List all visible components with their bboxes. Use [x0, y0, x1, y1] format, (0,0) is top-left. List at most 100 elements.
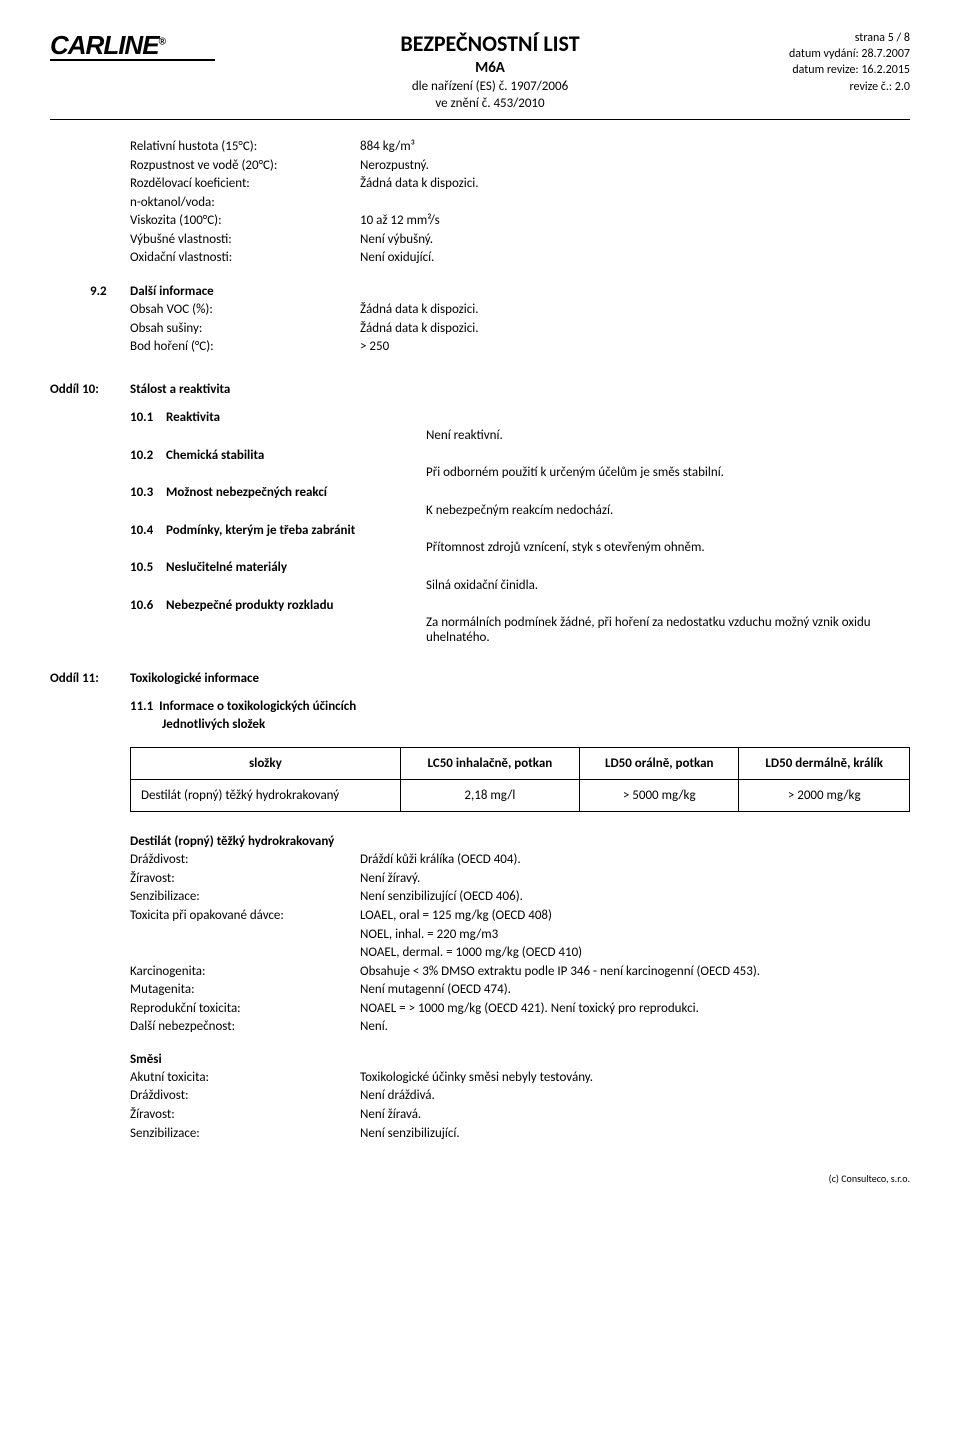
item-body: Při odborném použití k určeným účelům je…: [426, 465, 910, 480]
kv-key: n-oktanol/voda:: [130, 194, 360, 212]
logo-reg: ®: [159, 36, 165, 47]
item-title: Neslučitelné materiály: [166, 559, 287, 577]
item-body: Není reaktivní.: [426, 428, 910, 443]
oddil10-item-heading: 10.2Chemická stabilita: [130, 447, 910, 465]
oddil11-sub: 11.1 Informace o toxikologických účincíc…: [130, 698, 910, 716]
kv-key: Dráždivost:: [130, 1087, 360, 1105]
kv-value: Není senzibilizující (OECD 406).: [360, 888, 910, 906]
kv-key: Obsah sušiny:: [130, 320, 360, 338]
kv-row: NOAEL, dermal. = 1000 mg/kg (OECD 410): [130, 944, 910, 962]
destilat-block: Destilát (ropný) těžký hydrokrakovaný Dr…: [130, 834, 910, 1035]
td-lc50: 2,18 mg/l: [400, 780, 579, 812]
section9-properties: Relativní hustota (15°C):884 kg/m³Rozpus…: [130, 138, 910, 267]
kv-key: Relativní hustota (15°C):: [130, 138, 360, 156]
kv-value: Žádná data k dispozici.: [360, 301, 910, 319]
kv-key: Další nebezpečnost:: [130, 1018, 360, 1036]
oddil11-num: Oddíl 11:: [50, 671, 130, 686]
kv-key: Žíravost:: [130, 1106, 360, 1124]
header-left: CARLINE®: [50, 30, 250, 61]
kv-value: Není oxidující.: [360, 249, 910, 267]
kv-row: Výbušné vlastnosti:Není výbušný.: [130, 231, 910, 249]
item-body: Za normálních podmínek žádné, při hoření…: [426, 615, 910, 645]
kv-value: Nerozpustný.: [360, 157, 910, 175]
oddil10-label: Stálost a reaktivita: [130, 382, 910, 397]
brand-logo: CARLINE®: [50, 30, 250, 61]
kv-value: Dráždí kůži králíka (OECD 404).: [360, 851, 910, 869]
kv-row: n-oktanol/voda:: [130, 194, 910, 212]
section9-2-heading: 9.2 Další informace: [90, 283, 910, 301]
kv-value: NOAEL, dermal. = 1000 mg/kg (OECD 410): [360, 944, 910, 962]
reg-line-2: ve znění č. 453/2010: [250, 96, 730, 111]
kv-row: Dráždivost:Dráždí kůži králíka (OECD 404…: [130, 851, 910, 869]
kv-key: Toxicita při opakované dávce:: [130, 907, 360, 925]
kv-row: Obsah VOC (%):Žádná data k dispozici.: [130, 301, 910, 319]
kv-key: Žíravost:: [130, 870, 360, 888]
kv-row: Rozpustnost ve vodě (20°C):Nerozpustný.: [130, 157, 910, 175]
kv-row: Toxicita při opakované dávce:LOAEL, oral…: [130, 907, 910, 925]
kv-row: Žíravost:Není žíravý.: [130, 870, 910, 888]
kv-key: [130, 944, 360, 962]
page-header: CARLINE® BEZPEČNOSTNÍ LIST M6A dle naříz…: [50, 30, 910, 120]
kv-key: Viskozita (100°C):: [130, 212, 360, 230]
logo-text: CARLINE: [50, 30, 159, 60]
kv-row: Rozdělovací koeficient:Žádná data k disp…: [130, 175, 910, 193]
item-body: K nebezpečným reakcím nedochází.: [426, 503, 910, 518]
kv-value: [360, 194, 910, 212]
item-num: 10.3: [130, 484, 166, 502]
header-right: strana 5 / 8 datum vydání: 28.7.2007 dat…: [730, 30, 910, 95]
kv-row: Senzibilizace:Není senzibilizující (OECD…: [130, 888, 910, 906]
kv-row: Karcinogenita:Obsahuje < 3% DMSO extrakt…: [130, 963, 910, 981]
item-title: Podmínky, kterým je třeba zabránit: [166, 522, 355, 540]
doc-subtitle: M6A: [250, 59, 730, 77]
kv-row: Další nebezpečnost:Není.: [130, 1018, 910, 1036]
section9-2: 9.2 Další informace Obsah VOC (%):Žádná …: [90, 283, 910, 356]
smesi-title: Směsi: [130, 1052, 910, 1067]
kv-key: Výbušné vlastnosti:: [130, 231, 360, 249]
kv-row: Dráždivost:Není dráždivá.: [130, 1087, 910, 1105]
kv-value: Není dráždivá.: [360, 1087, 910, 1105]
item-body: Silná oxidační činidla.: [426, 578, 910, 593]
issue-date: datum vydání: 28.7.2007: [730, 46, 910, 62]
kv-row: Senzibilizace:Není senzibilizující.: [130, 1125, 910, 1143]
revision-number: revize č.: 2.0: [730, 79, 910, 95]
th-component: složky: [131, 748, 401, 780]
kv-value: Není senzibilizující.: [360, 1125, 910, 1143]
kv-value: Není mutagenní (OECD 474).: [360, 981, 910, 999]
kv-value: NOEL, inhal. = 220 mg/m3: [360, 926, 910, 944]
kv-value: Obsahuje < 3% DMSO extraktu podle IP 346…: [360, 963, 910, 981]
kv-key: Obsah VOC (%):: [130, 301, 360, 319]
section-label: Další informace: [130, 283, 910, 301]
kv-value: Není žíravá.: [360, 1106, 910, 1124]
oddil10-item-heading: 10.6Nebezpečné produkty rozkladu: [130, 597, 910, 615]
oddil11-sub-label: Informace o toxikologických účincích: [159, 699, 356, 714]
kv-key: Karcinogenita:: [130, 963, 360, 981]
oddil10-body: 10.1ReaktivitaNení reaktivní. 10.2Chemick…: [50, 409, 910, 645]
oddil10-item-heading: 10.3Možnost nebezpečných reakcí: [130, 484, 910, 502]
th-ld50-oral: LD50 orálně, potkan: [580, 748, 739, 780]
kv-value: Není.: [360, 1018, 910, 1036]
smesi-block: Směsi Akutní toxicita:Toxikologické účin…: [130, 1052, 910, 1142]
kv-value: 10 až 12 mm²/s: [360, 212, 910, 230]
revision-date: datum revize: 16.2.2015: [730, 62, 910, 78]
kv-row: Akutní toxicita:Toxikologické účinky smě…: [130, 1069, 910, 1087]
page-number: strana 5 / 8: [730, 30, 910, 46]
td-ld50-dermal: > 2000 mg/kg: [739, 780, 910, 812]
kv-value: 884 kg/m³: [360, 138, 910, 156]
kv-value: NOAEL = > 1000 mg/kg (OECD 421). Není to…: [360, 1000, 910, 1018]
kv-key: Rozpustnost ve vodě (20°C):: [130, 157, 360, 175]
kv-row: Žíravost:Není žíravá.: [130, 1106, 910, 1124]
kv-row: Reprodukční toxicita:NOAEL = > 1000 mg/k…: [130, 1000, 910, 1018]
kv-key: Oxidační vlastnosti:: [130, 249, 360, 267]
page-footer: (c) Consulteco, s.r.o.: [50, 1172, 910, 1185]
kv-row: Viskozita (100°C):10 až 12 mm²/s: [130, 212, 910, 230]
oddil10-num: Oddíl 10:: [50, 382, 130, 397]
kv-row: Bod hoření (°C):> 250: [130, 338, 910, 356]
oddil10-item-heading: 10.1Reaktivita: [130, 409, 910, 427]
item-title: Reaktivita: [166, 409, 220, 427]
oddil10-item-heading: 10.4Podmínky, kterým je třeba zabránit: [130, 522, 910, 540]
kv-row: Obsah sušiny:Žádná data k dispozici.: [130, 320, 910, 338]
kv-row: Relativní hustota (15°C):884 kg/m³: [130, 138, 910, 156]
item-title: Možnost nebezpečných reakcí: [166, 484, 327, 502]
kv-value: Není výbušný.: [360, 231, 910, 249]
item-title: Nebezpečné produkty rozkladu: [166, 597, 334, 615]
